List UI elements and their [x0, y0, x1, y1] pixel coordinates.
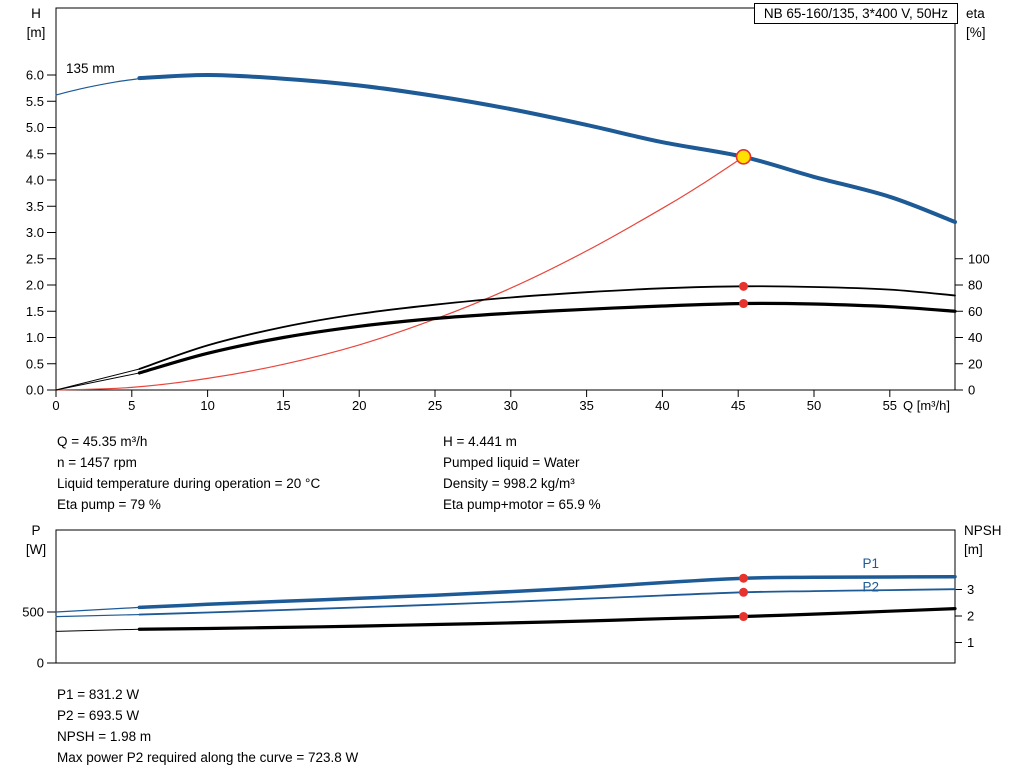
p-tick-label: 500 [22, 605, 44, 620]
h-tick-label: 5.5 [26, 94, 44, 109]
duty-point-marker[interactable] [735, 149, 752, 165]
h-axis-unit: [m] [26, 25, 46, 40]
system-curve [55, 156, 745, 391]
info-line-density: Density = 998.2 kg/m³ [443, 476, 575, 491]
duty-info-left: Q = 45.35 m³/h n = 1457 rpm Liquid tempe… [57, 431, 320, 515]
h-tick-label: 2.0 [26, 278, 44, 293]
info-line-liquid: Pumped liquid = Water [443, 455, 580, 470]
p2-lead [55, 613, 140, 618]
h-tick-label: 4.0 [26, 173, 44, 188]
x-tick-label: 5 [128, 398, 135, 413]
h-axis-label: H [m] [16, 4, 56, 42]
info-line-p1: P1 = 831.2 W [57, 687, 140, 702]
power-plot-frame [55, 529, 956, 664]
info-line-eta-pump: Eta pump = 79 % [57, 497, 161, 512]
p-axis-symbol: P [31, 523, 41, 538]
npsh-curve [137, 607, 957, 631]
duty-dot-p [739, 573, 749, 583]
impeller-size-label: 135 mm [66, 61, 115, 76]
duty-info-right: H = 4.441 m Pumped liquid = Water Densit… [443, 431, 601, 515]
power-info: P1 = 831.2 W P2 = 693.5 W NPSH = 1.98 m … [57, 684, 358, 768]
x-tick-label: 25 [428, 398, 442, 413]
eta-pump-motor-lead [55, 372, 140, 391]
npsh-lead [55, 628, 140, 632]
eta-tick-label: 40 [968, 330, 982, 345]
x-tick-label: 0 [52, 398, 59, 413]
info-line-eta-pump-motor: Eta pump+motor = 65.9 % [443, 497, 601, 512]
p-axis-unit: [W] [25, 542, 47, 557]
eta-duty-dot [739, 299, 749, 309]
npsh-tick-label: 1 [967, 635, 974, 650]
qh-eta-chart: 0 5 10 15 20 25 30 35 40 45 50 55 Q [m³/h] 0.0 0.5 1.0 1… [26, 7, 990, 413]
pump-title-box: NB 65-160/135, 3*400 V, 50Hz [753, 3, 958, 24]
x-tick-label: 30 [504, 398, 518, 413]
p2-curve [138, 588, 956, 616]
power-npsh-chart: 0 500 1 2 3 P1 P2 [22, 529, 974, 671]
info-line-rpm: n = 1457 rpm [57, 455, 137, 470]
eta-tick-label: 60 [968, 304, 982, 319]
npsh-axis-label: NPSH [m] [964, 521, 1020, 559]
eta-axis-symbol: eta [966, 6, 985, 21]
h-tick-label: 1.5 [26, 304, 44, 319]
info-line-q: Q = 45.35 m³/h [57, 434, 148, 449]
series-label-p1: P1 [863, 556, 880, 571]
h-tick-label: 0.5 [26, 356, 44, 371]
x-tick-label: 35 [579, 398, 593, 413]
duty-dot-npsh [739, 612, 749, 622]
h-tick-label: 0.0 [26, 383, 44, 398]
eta-tick-label: 0 [968, 383, 975, 398]
head-curve-lead [55, 78, 140, 96]
eta-duty-dot [739, 281, 749, 291]
eta-tick-label: 20 [968, 356, 982, 371]
eta-axis-unit: [%] [966, 25, 986, 40]
info-line-npsh: NPSH = 1.98 m [57, 729, 152, 744]
x-tick-label: 15 [276, 398, 290, 413]
info-line-temperature: Liquid temperature during operation = 20… [57, 476, 321, 491]
x-tick-label: 45 [731, 398, 745, 413]
h-tick-label: 5.0 [26, 120, 44, 135]
x-tick-label: 55 [883, 398, 897, 413]
info-line-p2: P2 = 693.5 W [57, 708, 140, 723]
x-axis-title: Q [m³/h] [903, 398, 950, 413]
p1-curve [137, 575, 957, 610]
h-axis-symbol: H [31, 6, 41, 21]
x-tick-label: 10 [200, 398, 214, 413]
h-tick-label: 3.0 [26, 225, 44, 240]
x-tick-label: 40 [655, 398, 669, 413]
eta-pump-curve [138, 285, 956, 370]
x-tick-label: 50 [807, 398, 821, 413]
eta-pump-motor-curve [137, 301, 957, 375]
info-line-head: H = 4.441 m [443, 434, 517, 449]
npsh-axis-unit: [m] [964, 542, 983, 557]
series-label-p2: P2 [863, 580, 880, 595]
eta-tick-label: 100 [968, 251, 990, 266]
h-tick-label: 3.5 [26, 199, 44, 214]
npsh-tick-label: 3 [967, 582, 974, 597]
p-tick-label: 0 [37, 656, 44, 671]
npsh-axis-symbol: NPSH [964, 523, 1002, 538]
h-tick-label: 2.5 [26, 251, 44, 266]
eta-pump-lead [55, 368, 140, 391]
p-axis-label: P [W] [16, 521, 56, 559]
p1-lead [55, 606, 140, 613]
h-tick-label: 4.5 [26, 146, 44, 161]
duty-dot-p [739, 587, 749, 597]
info-line-max-p2: Max power P2 required along the curve = … [57, 750, 359, 765]
eta-axis-label: eta [%] [966, 4, 1016, 42]
h-tick-label: 1.0 [26, 330, 44, 345]
qh-plot-frame [55, 7, 956, 391]
head-curve [137, 72, 957, 224]
npsh-tick-label: 2 [967, 609, 974, 624]
eta-tick-label: 80 [968, 278, 982, 293]
h-tick-label: 6.0 [26, 68, 44, 83]
x-tick-label: 20 [352, 398, 366, 413]
